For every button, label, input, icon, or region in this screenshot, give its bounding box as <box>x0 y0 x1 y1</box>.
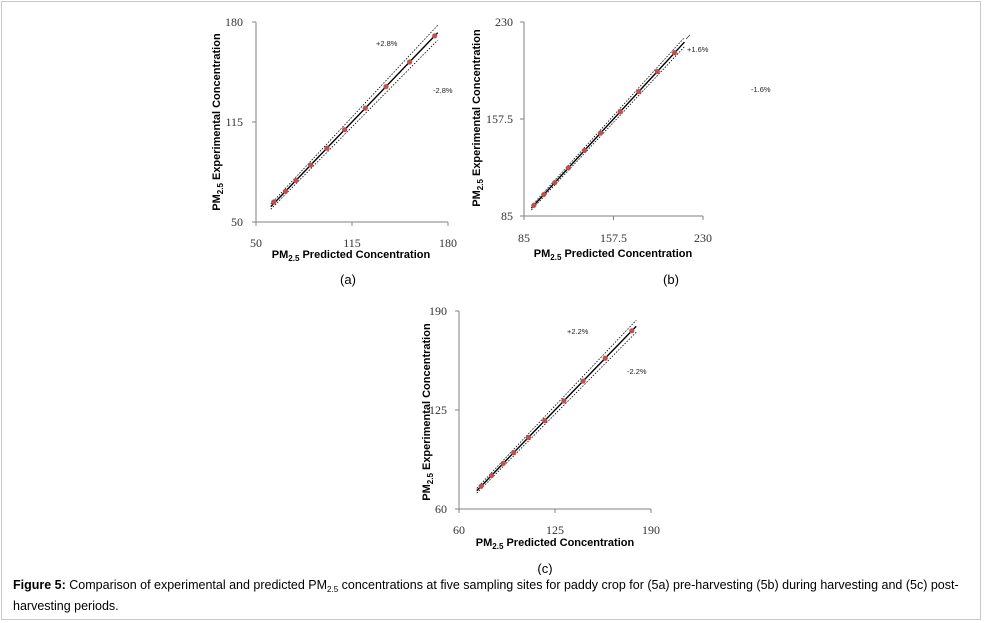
data-point <box>581 147 588 154</box>
x-tick-label: 230 <box>694 231 712 245</box>
x-tick-label: 190 <box>642 523 660 537</box>
x-tick-label: 50 <box>250 236 262 250</box>
caption-lead: Figure 5: <box>13 578 66 592</box>
y-tick-label: 230 <box>495 15 513 29</box>
data-point <box>565 165 572 171</box>
lower-band-label: -2.8% <box>433 86 453 95</box>
data-point <box>293 177 299 184</box>
x-tick-label: 115 <box>343 236 361 250</box>
data-point <box>407 59 413 65</box>
lower-band-label: -2.2% <box>627 367 647 376</box>
stray-mark <box>685 34 691 40</box>
data-point <box>432 33 438 39</box>
data-point <box>580 378 586 384</box>
chart-panel-b: 85 157.5 230 85 157.5 230 +1.6% -1.6% PM2.5 Pred… <box>471 15 771 287</box>
data-point <box>500 460 506 466</box>
y-axis-title: PM2.5 Experimental Concentration <box>211 33 225 211</box>
x-axis-title: PM2.5 Predicted Concentration <box>272 249 431 263</box>
x-tick-label: 157.5 <box>600 231 627 245</box>
y-tick-label: 60 <box>435 502 447 516</box>
data-point <box>324 145 330 151</box>
panel-label: (c) <box>537 561 552 575</box>
figure-canvas: 50 115 180 50 115 180 +2.8% -2.8% PM2.5 Predicte… <box>211 15 771 575</box>
y-tick-label: 85 <box>501 209 513 223</box>
panel-label: (b) <box>663 272 679 287</box>
upper-band-label: +2.8% <box>376 39 398 48</box>
data-point <box>525 434 532 441</box>
x-axis-title: PM2.5 Predicted Concentration <box>534 248 693 262</box>
data-point <box>541 191 547 198</box>
x-tick-label: 180 <box>439 236 457 250</box>
x-tick-label: 125 <box>546 523 564 537</box>
lower-band-line <box>531 46 685 211</box>
caption-text-1: Comparison of experimental and predicted… <box>65 578 328 592</box>
x-tick-label: 60 <box>453 523 465 537</box>
data-point <box>672 50 678 56</box>
x-tick-label: 85 <box>518 231 530 245</box>
data-point <box>478 483 484 489</box>
y-tick-label: 125 <box>429 403 447 417</box>
data-point <box>542 418 548 424</box>
chart-panel-a: 50 115 180 50 115 180 +2.8% -2.8% PM2.5 Predicte… <box>211 15 457 287</box>
data-point <box>308 162 314 168</box>
data-point <box>629 328 635 334</box>
lower-band-label: -1.6% <box>751 85 771 94</box>
fit-line <box>476 325 637 492</box>
y-tick-label: 115 <box>225 115 243 129</box>
x-axis-title: PM2.5 Predicted Concentration <box>476 537 635 551</box>
upper-band-line <box>270 25 438 205</box>
y-tick-label: 50 <box>231 215 243 229</box>
y-axis-title: PM2.5 Experimental Concentration <box>471 29 485 207</box>
data-point <box>488 472 495 479</box>
lower-band-line <box>476 331 637 494</box>
figure-caption: Figure 5: Comparison of experimental and… <box>13 577 975 614</box>
data-point <box>531 202 537 208</box>
data-point <box>597 130 604 136</box>
data-point <box>282 188 289 194</box>
y-tick-label: 157.5 <box>486 112 513 126</box>
caption-text-2: concentrations at five sampling sites fo… <box>13 578 959 613</box>
data-point <box>617 109 623 115</box>
lower-band-line <box>270 39 438 210</box>
data-point <box>383 84 389 90</box>
y-axis-title: PM2.5 Experimental Concentration <box>421 323 435 501</box>
data-point <box>552 179 558 186</box>
chart-panel-c: 60 125 190 60 125 190 +2.2% -2.2% PM2.5 Predicte… <box>421 304 660 575</box>
caption-subscript: 2.5 <box>327 585 339 594</box>
y-tick-label: 190 <box>429 304 447 318</box>
upper-band-label: +1.6% <box>687 45 709 54</box>
data-point <box>362 105 368 111</box>
upper-band-label: +2.2% <box>567 327 589 336</box>
data-point <box>602 355 608 361</box>
y-tick-label: 180 <box>225 15 243 29</box>
data-point <box>342 127 348 133</box>
upper-band-line <box>531 37 685 207</box>
data-point <box>636 88 642 95</box>
panel-label: (a) <box>340 272 356 287</box>
data-point <box>511 450 517 456</box>
data-point <box>654 68 660 75</box>
data-point <box>561 398 567 404</box>
upper-band-line <box>476 319 637 489</box>
data-point <box>271 199 277 205</box>
